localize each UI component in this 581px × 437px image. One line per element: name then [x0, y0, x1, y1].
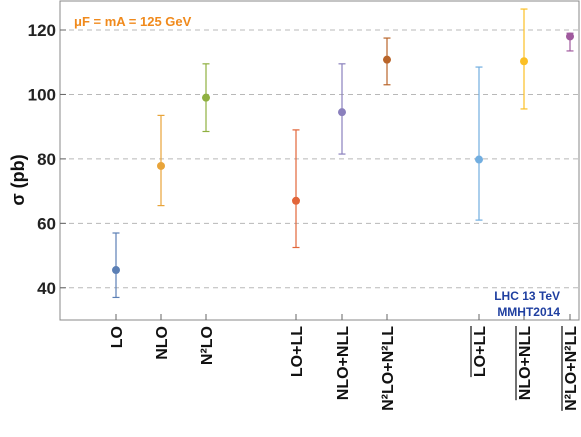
- y-tick-label: 40: [37, 279, 56, 298]
- x-tick-label: LO+LL: [289, 326, 306, 377]
- data-point-group: [292, 129, 300, 249]
- data-point-group: [566, 32, 574, 52]
- y-tick-label: 60: [37, 214, 56, 233]
- data-point: [383, 55, 391, 64]
- y-tick-label: 100: [28, 85, 56, 104]
- data-points: [112, 8, 574, 299]
- data-point-group: [383, 37, 391, 86]
- data-point: [292, 196, 300, 205]
- data-point-group: [475, 66, 483, 221]
- data-point: [157, 161, 165, 170]
- data-point-group: [520, 8, 528, 110]
- pdf-annotation: MMHT2014: [497, 305, 560, 319]
- x-tick-label: N²LO: [199, 326, 216, 365]
- data-point: [112, 266, 120, 275]
- plot-frame: [59, 0, 580, 321]
- x-tick-label: N²LO+N²LL: [380, 326, 397, 411]
- data-point: [202, 93, 210, 102]
- data-point: [566, 32, 574, 41]
- x-tick-label: LO: [109, 326, 126, 348]
- data-point-group: [202, 63, 210, 133]
- collider-annotation: LHC 13 TeV: [494, 289, 560, 303]
- scale-annotation: μF = mA = 125 GeV: [74, 14, 192, 29]
- x-tick-label: LO+LL: [472, 326, 489, 377]
- x-tick-label: NLO+NLL: [335, 326, 352, 400]
- x-tick-label: NLO: [154, 326, 171, 360]
- x-tick-label: N²LO+N²LL: [563, 326, 580, 411]
- y-axis-label: σ (pb): [8, 154, 28, 205]
- x-axis: LO NLO N²LO LO+LL NLO+NLL N²LO+N²LL LO+LL NLO+N…: [109, 314, 580, 411]
- data-point: [475, 155, 483, 164]
- data-point-group: [112, 232, 120, 299]
- data-point: [520, 57, 528, 66]
- data-point: [338, 108, 346, 117]
- x-tick-label: NLO+NLL: [517, 326, 534, 400]
- grid: [60, 29, 579, 289]
- y-tick-label: 80: [37, 150, 56, 169]
- y-axis: 40 60 80 100 120: [28, 21, 66, 298]
- data-point-group: [157, 114, 165, 207]
- data-point-group: [338, 63, 346, 155]
- y-tick-label: 120: [28, 21, 56, 40]
